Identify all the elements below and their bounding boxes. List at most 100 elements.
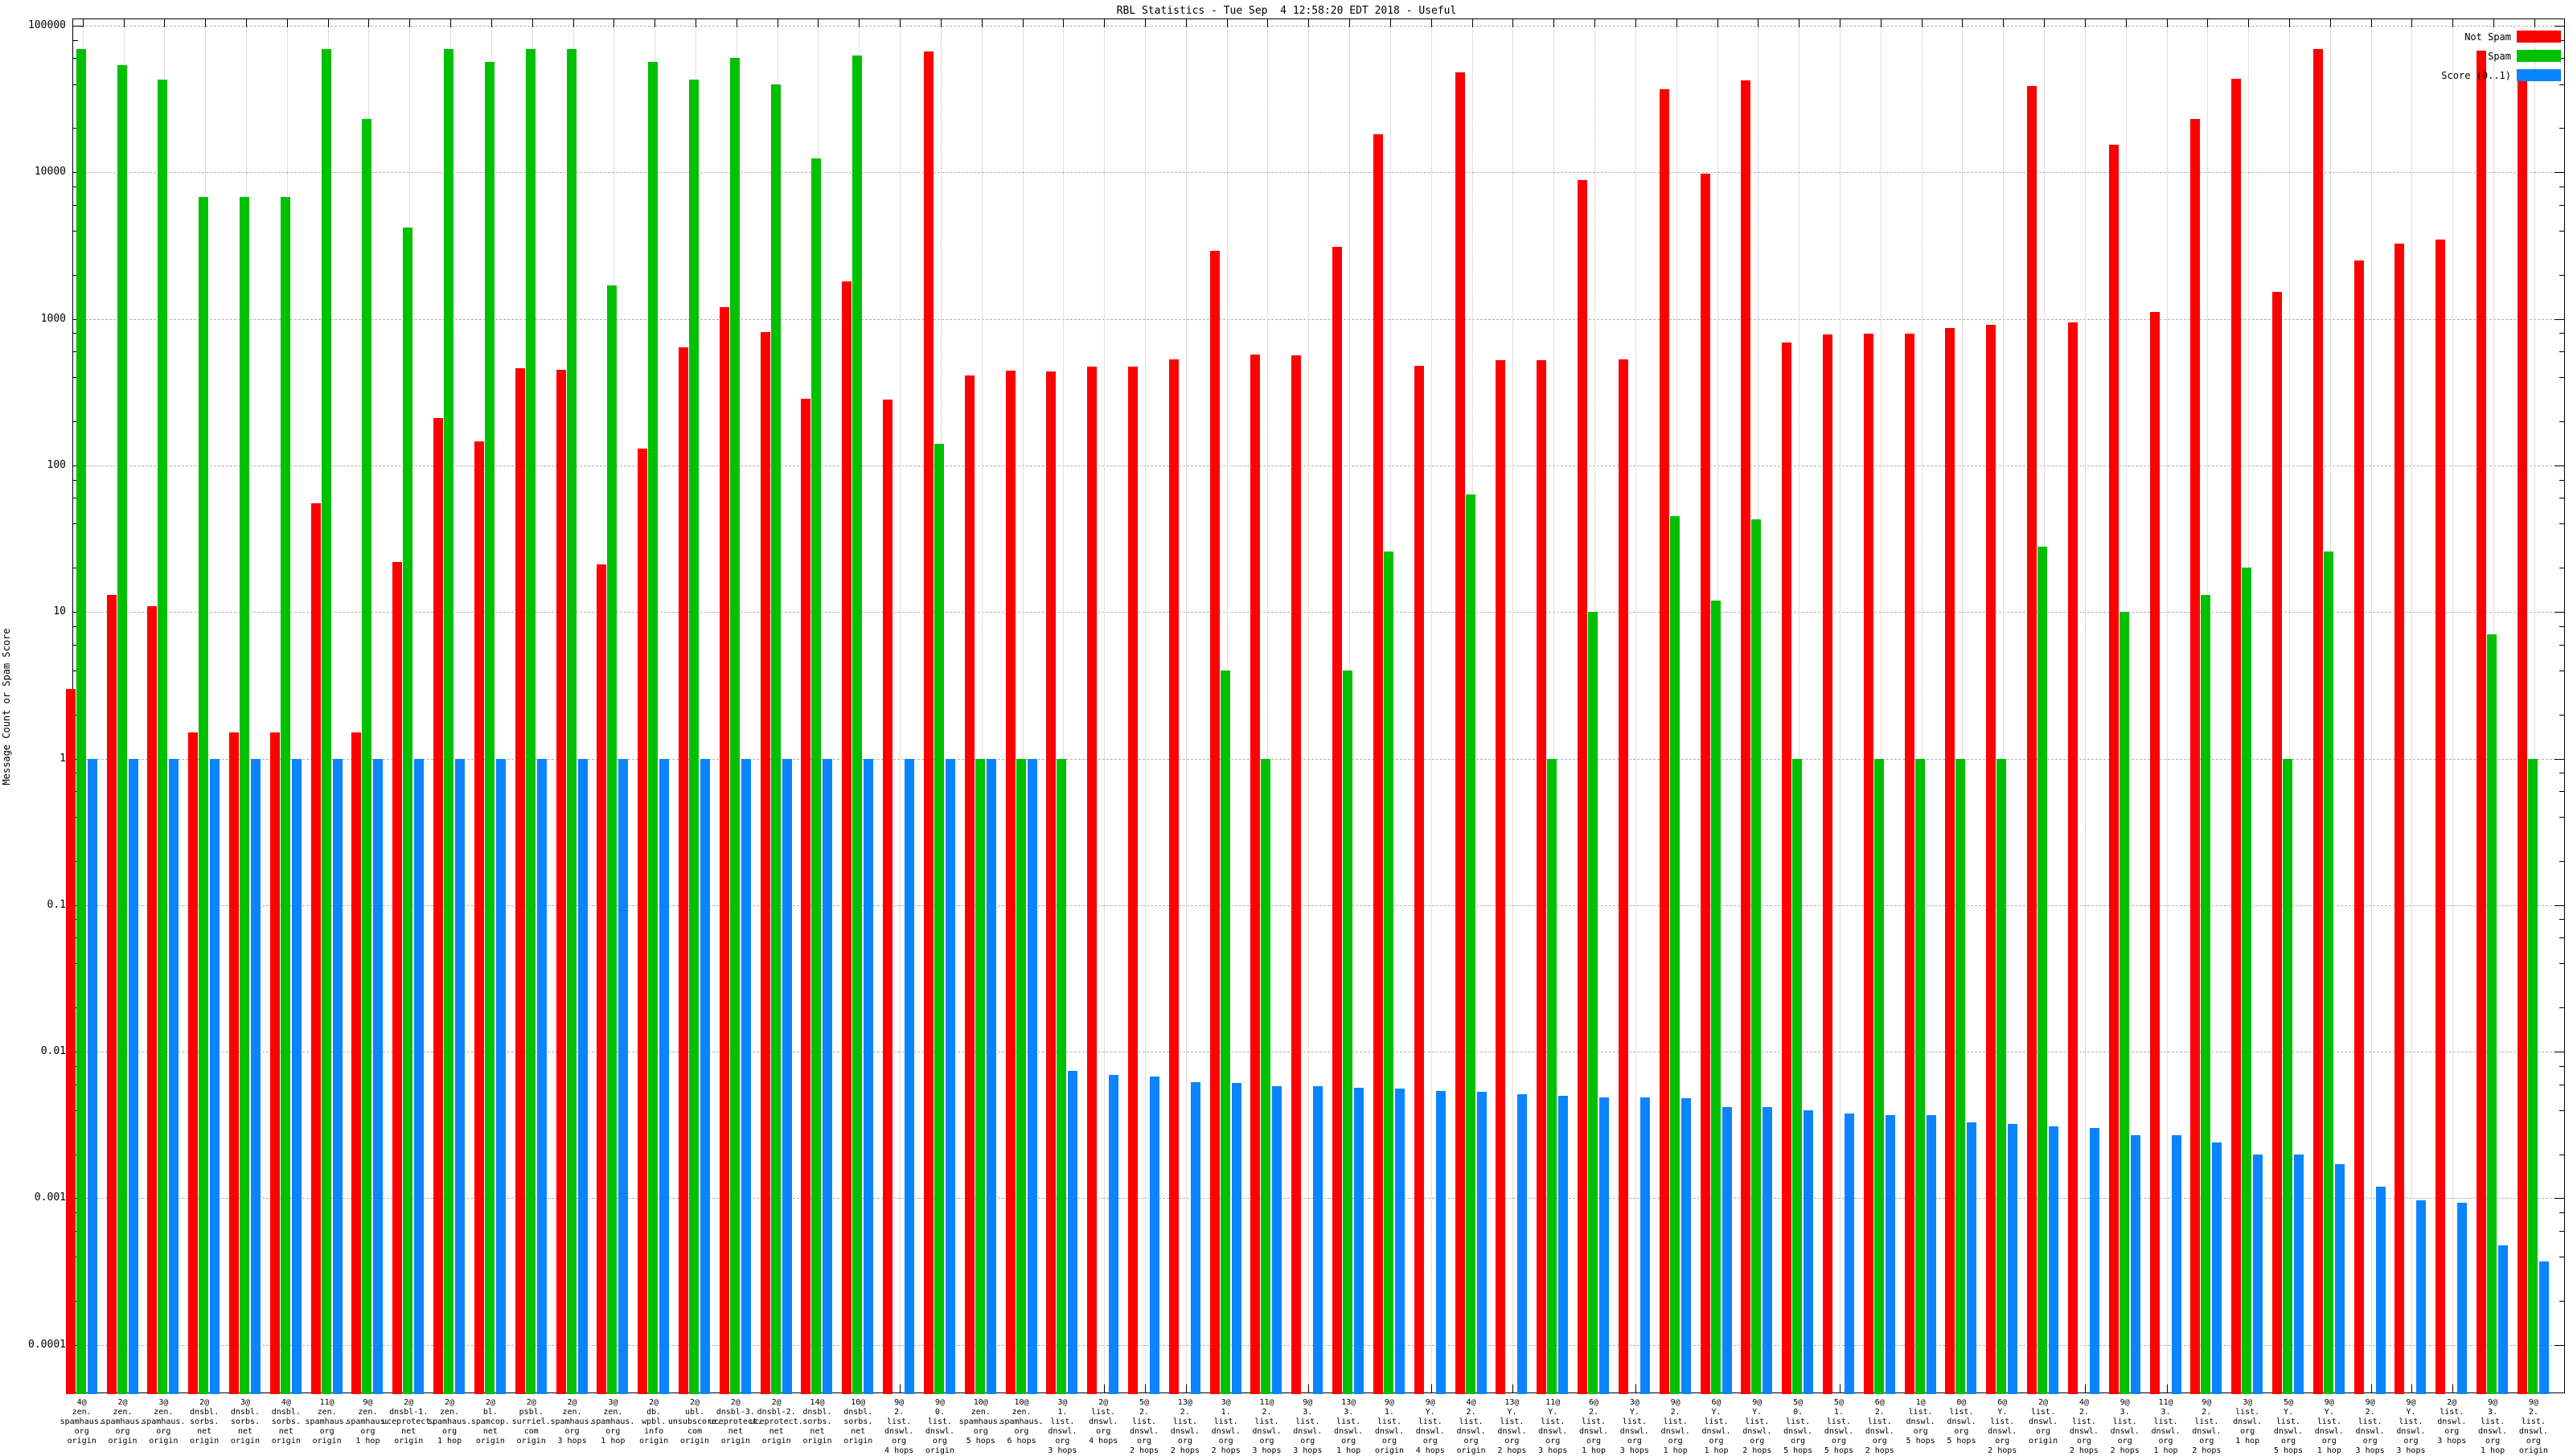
bar-not-spam bbox=[188, 732, 199, 1394]
bar-not-spam bbox=[2394, 244, 2405, 1394]
bar-not-spam bbox=[883, 400, 893, 1394]
bar-not-spam bbox=[1659, 88, 1669, 1394]
x-tick-top bbox=[1185, 19, 1187, 27]
x-tick-bottom bbox=[2166, 1384, 2168, 1392]
x-tick-label: 2@ bl. spamcop. net origin bbox=[470, 1398, 510, 1446]
x-tick-top bbox=[409, 19, 411, 27]
bar-spam bbox=[362, 119, 372, 1394]
bar-spam bbox=[117, 64, 127, 1394]
y-axis-label: Message Count or Spam Score bbox=[1, 628, 12, 785]
y-tick-minor bbox=[73, 860, 78, 862]
x-tick-bottom bbox=[1635, 1384, 1636, 1392]
y-gridline bbox=[73, 172, 2564, 174]
y-tick-major bbox=[2555, 904, 2564, 906]
y-tick-minor bbox=[2559, 421, 2564, 423]
x-tick-top bbox=[1063, 19, 1065, 27]
bar-spam bbox=[1792, 758, 1803, 1394]
bar-spam bbox=[566, 49, 577, 1394]
bar-not-spam bbox=[842, 281, 852, 1394]
x-tick-bottom bbox=[2452, 1384, 2454, 1392]
x-tick-top bbox=[2493, 19, 2495, 27]
bar-not-spam bbox=[964, 375, 975, 1394]
y-tick-label: 100000 bbox=[28, 19, 66, 31]
x-tick-top bbox=[572, 19, 574, 27]
bar-spam bbox=[2487, 634, 2497, 1394]
x-gridline bbox=[1880, 19, 1882, 1392]
y-tick-label: 10000 bbox=[34, 166, 66, 178]
bar-score bbox=[905, 758, 915, 1394]
x-gridline bbox=[1104, 19, 1106, 1392]
y-tick-minor bbox=[2559, 963, 2564, 965]
bar-not-spam bbox=[760, 331, 770, 1394]
bar-score bbox=[1721, 1106, 1732, 1394]
bar-score bbox=[2008, 1124, 2018, 1394]
y-tick-minor bbox=[73, 963, 78, 965]
legend-label: Spam bbox=[2488, 51, 2511, 62]
bar-not-spam bbox=[1250, 355, 1261, 1394]
x-tick-bottom bbox=[2084, 1384, 2086, 1392]
bar-not-spam bbox=[597, 564, 607, 1394]
y-tick-minor bbox=[73, 377, 78, 379]
y-gridline bbox=[73, 26, 2564, 27]
bar-spam bbox=[2037, 546, 2048, 1394]
bar-score bbox=[2089, 1128, 2099, 1394]
legend-swatch bbox=[2517, 50, 2561, 62]
bar-not-spam bbox=[1496, 360, 1506, 1394]
bar-score bbox=[823, 758, 833, 1394]
legend-swatch bbox=[2517, 69, 2561, 81]
bar-score bbox=[495, 758, 506, 1394]
x-tick-top bbox=[1471, 19, 1473, 27]
bar-score bbox=[1150, 1076, 1160, 1394]
bar-not-spam bbox=[1578, 180, 1588, 1394]
y-tick-minor bbox=[73, 333, 78, 334]
bar-not-spam bbox=[65, 688, 76, 1394]
bar-not-spam bbox=[2067, 322, 2078, 1394]
x-tick-label: 10@ dnsbl. sorbs. net origin bbox=[843, 1398, 873, 1446]
bar-not-spam bbox=[679, 347, 688, 1394]
bar-not-spam bbox=[351, 732, 362, 1394]
x-tick-top bbox=[1430, 19, 1432, 27]
x-gridline bbox=[2288, 19, 2290, 1392]
y-tick-minor bbox=[73, 625, 78, 627]
x-tick-label: 2@ zen. spamhaus. org origin bbox=[101, 1398, 145, 1446]
y-gridline bbox=[73, 904, 2564, 906]
legend-item: Score (0..1) bbox=[2316, 69, 2561, 82]
bar-spam bbox=[1710, 600, 1721, 1394]
bar-not-spam bbox=[515, 368, 525, 1394]
x-tick-top bbox=[2084, 19, 2086, 27]
bar-not-spam bbox=[2108, 144, 2119, 1394]
bar-not-spam bbox=[1618, 359, 1628, 1394]
x-gridline bbox=[1063, 19, 1065, 1392]
x-tick-label: 2@ ubl. unsubscore. com origin bbox=[667, 1398, 722, 1446]
x-tick-top bbox=[1635, 19, 1636, 27]
x-tick-label: 3@ zen. spamhaus. org 1 hop bbox=[591, 1398, 635, 1446]
bar-score bbox=[1313, 1086, 1323, 1394]
bar-not-spam bbox=[392, 561, 403, 1394]
x-tick-top bbox=[1308, 19, 1310, 27]
bar-not-spam bbox=[1863, 334, 1873, 1394]
y-tick-minor bbox=[73, 204, 78, 206]
x-tick-bottom bbox=[1308, 1384, 1310, 1392]
bar-spam bbox=[1669, 516, 1680, 1394]
y-tick-minor bbox=[2559, 625, 2564, 627]
y-tick-major bbox=[2555, 318, 2564, 320]
bar-score bbox=[2457, 1203, 2468, 1394]
bar-score bbox=[1558, 1095, 1569, 1394]
y-tick-minor bbox=[2559, 644, 2564, 646]
x-gridline bbox=[1145, 19, 1147, 1392]
bar-score bbox=[2334, 1164, 2345, 1394]
y-tick-major bbox=[2555, 26, 2564, 27]
bar-score bbox=[250, 758, 261, 1394]
bar-score bbox=[1844, 1113, 1854, 1394]
y-tick-minor bbox=[2559, 1065, 2564, 1067]
bar-spam bbox=[239, 196, 249, 1394]
y-tick-minor bbox=[73, 1212, 78, 1214]
bar-spam bbox=[1057, 758, 1067, 1394]
x-tick-top bbox=[1389, 19, 1391, 27]
bar-score bbox=[618, 758, 629, 1394]
x-tick-label: 9@ zen. spamhaus. org 1 hop bbox=[346, 1398, 390, 1446]
x-tick-top bbox=[82, 19, 84, 27]
y-tick-minor bbox=[2559, 128, 2564, 129]
bar-not-spam bbox=[801, 398, 811, 1394]
